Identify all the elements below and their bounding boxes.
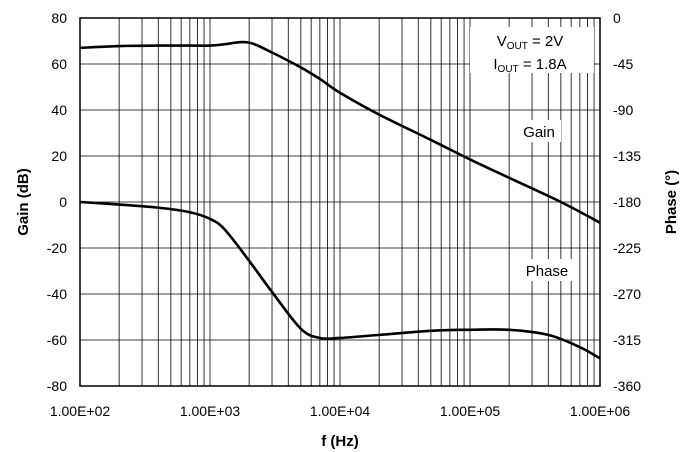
y-tick-label: -80 — [47, 378, 67, 394]
y2-tick-label: -180 — [613, 194, 641, 210]
phase-series-label: Phase — [526, 263, 569, 280]
grid-lines — [80, 18, 600, 386]
y2-tick-label: -45 — [613, 56, 633, 72]
y-tick-label: 0 — [59, 194, 67, 210]
gain-series-label: Gain — [523, 124, 555, 141]
y2-tick-label: -90 — [613, 102, 633, 118]
y2-tick-label: -135 — [613, 148, 641, 164]
y-tick-label: 20 — [51, 148, 67, 164]
x-tick-labels: 1.00E+02 1.00E+03 1.00E+04 1.00E+05 1.00E+06 — [50, 403, 631, 419]
y-tick-label: 40 — [51, 102, 67, 118]
plot-area-frame — [79, 17, 601, 387]
x-axis-label: f (Hz) — [321, 433, 359, 450]
y-tick-label: -20 — [47, 240, 67, 256]
phase-label-background — [517, 259, 577, 281]
gain-curve — [79, 40, 601, 224]
y-tick-label: -40 — [47, 286, 67, 302]
gain-label-background — [517, 120, 561, 142]
x-tick-label: 1.00E+05 — [440, 403, 501, 419]
y-tick-label: 80 — [51, 10, 67, 26]
conditions-background — [470, 27, 594, 73]
y2-tick-label: 0 — [613, 10, 621, 26]
y2-axis-label: Phase (°) — [663, 170, 680, 234]
series-lines — [79, 40, 601, 360]
x-tick-label: 1.00E+06 — [570, 403, 631, 419]
x-tick-label: 1.00E+02 — [50, 403, 111, 419]
y2-tick-label: -225 — [613, 240, 641, 256]
y2-tick-labels: 0 -45 -90 -135 -180 -225 -270 -315 -360 — [613, 10, 641, 394]
y2-tick-label: -270 — [613, 286, 641, 302]
y2-tick-label: -360 — [613, 378, 641, 394]
x-tick-label: 1.00E+04 — [310, 403, 371, 419]
x-tick-label: 1.00E+03 — [180, 403, 241, 419]
iout-annotation: IOUT = 1.8A — [493, 56, 566, 75]
y-tick-label: -60 — [47, 332, 67, 348]
y-tick-labels: 80 60 40 20 0 -20 -40 -60 -80 — [47, 10, 67, 394]
y-axis-label: Gain (dB) — [15, 168, 32, 236]
y-tick-label: 60 — [51, 56, 67, 72]
vout-annotation: VOUT = 2V — [497, 33, 564, 52]
y2-tick-label: -315 — [613, 332, 641, 348]
phase-curve — [79, 200, 601, 360]
